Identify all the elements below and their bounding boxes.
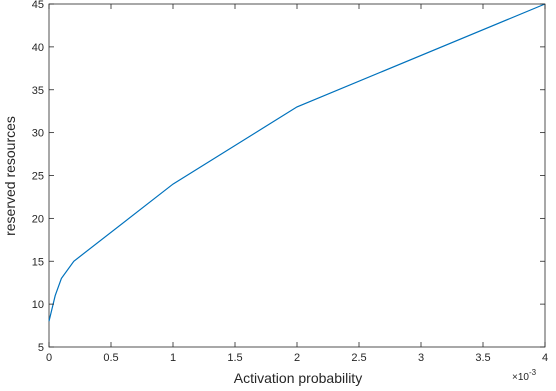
x-tick-label: 1.5 [227, 352, 242, 364]
series-layer [48, 3, 546, 322]
y-tick-label: 40 [32, 42, 44, 54]
plot-area [48, 3, 546, 348]
x-axis-exponent: ×10-3 [512, 368, 537, 383]
x-tick-label: 0.5 [103, 352, 118, 364]
x-axis: 0 0.5 1 1.5 2 2.5 3 3.5 4 [46, 4, 548, 364]
y-tick-label: 35 [32, 85, 44, 97]
y-tick-label: 25 [32, 171, 44, 183]
x-axis-exponent-power: -3 [529, 368, 537, 377]
x-axis-exponent-base: ×10 [512, 372, 529, 383]
y-tick-label: 45 [32, 0, 44, 11]
y-tick-label: 15 [32, 256, 44, 268]
x-tick-label: 2 [294, 352, 300, 364]
series-line [48, 3, 546, 322]
y-tick-label: 5 [38, 342, 44, 354]
x-tick-label: 3 [418, 352, 424, 364]
x-tick-label: 3.5 [475, 352, 490, 364]
x-tick-label: 1 [170, 352, 176, 364]
y-axis-title: reserved resources [2, 116, 18, 236]
x-tick-label: 2.5 [351, 352, 366, 364]
x-tick-label: 4 [542, 352, 548, 364]
y-tick-label: 20 [32, 213, 44, 225]
x-tick-label: 0 [46, 352, 52, 364]
y-tick-label: 30 [32, 128, 44, 140]
x-axis-title: Activation probability [234, 370, 362, 386]
y-tick-label: 10 [32, 299, 44, 311]
plot-frame [48, 3, 546, 348]
y-axis: 5 10 15 20 25 30 35 40 45 [32, 0, 545, 354]
